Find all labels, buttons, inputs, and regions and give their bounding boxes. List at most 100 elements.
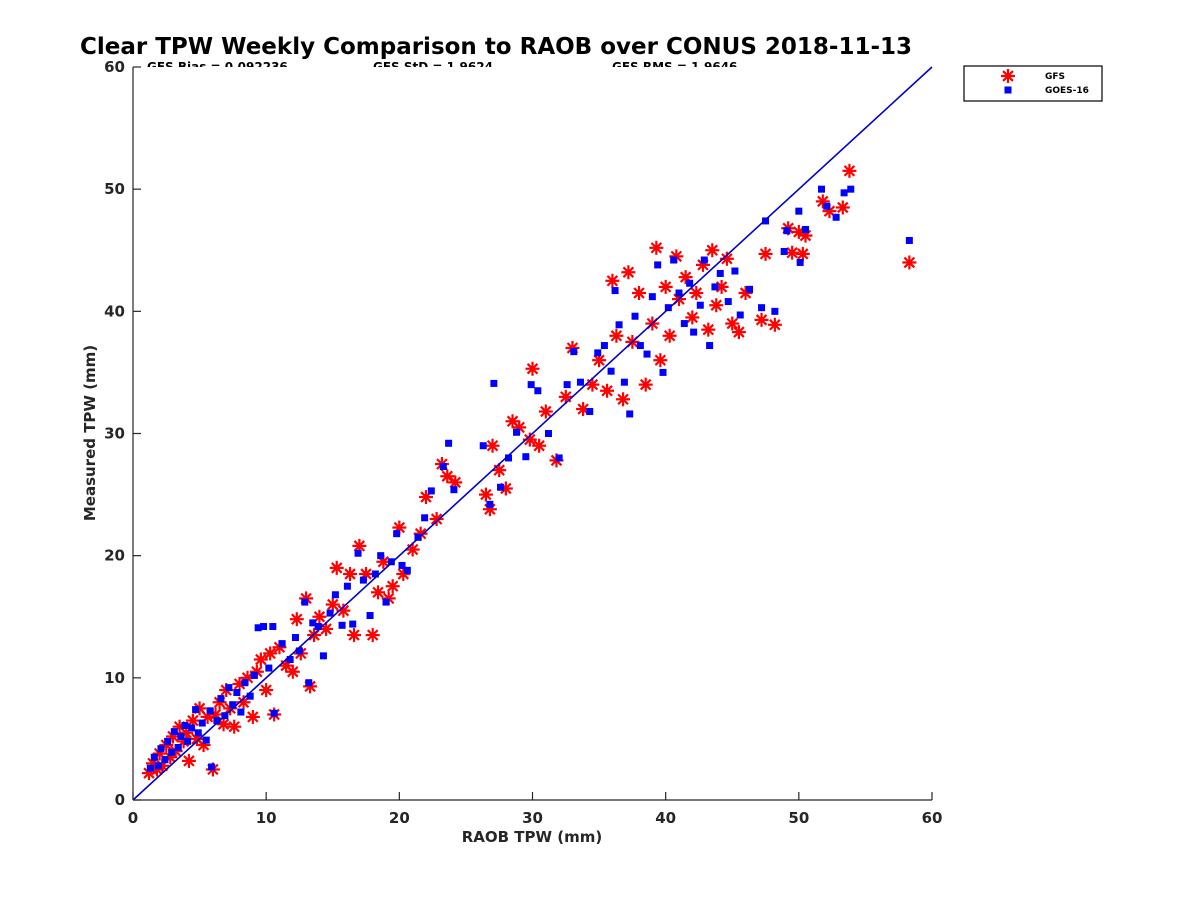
goes16-point <box>654 261 662 269</box>
y-tick-label: 10 <box>104 669 125 687</box>
series-goes-16 <box>146 185 913 772</box>
goes16-point <box>237 708 245 716</box>
goes16-point <box>278 640 286 648</box>
x-tick-label: 40 <box>655 809 676 827</box>
goes16-point <box>675 289 683 297</box>
goes16-point <box>690 328 698 336</box>
goes16-point <box>534 387 542 395</box>
goes16-point <box>168 748 176 756</box>
goes16-point <box>847 185 855 193</box>
goes16-point <box>377 552 385 560</box>
goes16-point <box>513 428 521 436</box>
goes16-point <box>643 350 651 358</box>
x-axis-ticks: 0 10 20 30 40 50 60 <box>128 792 942 827</box>
goes16-point <box>439 462 447 470</box>
goes16-point <box>354 549 362 557</box>
goes16-point <box>314 623 322 631</box>
gfs-point <box>701 322 716 337</box>
gfs-point <box>767 317 782 332</box>
x-tick-label: 30 <box>522 809 543 827</box>
gfs-point <box>638 377 653 392</box>
goes16-point <box>716 269 724 277</box>
goes16-point <box>505 454 513 462</box>
goes16-point <box>626 410 634 418</box>
goes16-point <box>208 763 216 771</box>
goes16-point <box>576 378 584 386</box>
goes16-point <box>398 561 406 569</box>
goes16-point <box>823 202 831 210</box>
goes16-point <box>254 624 262 632</box>
goes16-point <box>170 728 178 736</box>
y-axis-ticks: 0 10 20 30 40 50 60 <box>104 58 141 809</box>
goes16-point <box>192 706 200 714</box>
goes16-point <box>233 688 241 696</box>
goes16-point <box>706 342 714 350</box>
gfs-point <box>685 310 700 325</box>
gfs-point <box>396 566 411 581</box>
goes16-point <box>326 609 334 617</box>
gfs-point <box>658 279 673 294</box>
goes16-point <box>796 258 804 266</box>
goes16-point <box>544 430 552 437</box>
goes16-point <box>250 671 258 679</box>
goes16-point <box>615 321 623 329</box>
gfs-point <box>429 512 444 527</box>
gfs-point <box>478 487 493 502</box>
goes16-point <box>331 591 339 599</box>
goes16-point <box>421 514 429 522</box>
goes16-point <box>780 247 788 255</box>
goes16-point <box>636 342 644 350</box>
goes16-point <box>783 227 791 235</box>
y-tick-label: 60 <box>104 58 125 76</box>
gfs-point <box>842 163 857 178</box>
gfs-point <box>343 566 358 581</box>
goes16-point <box>198 719 206 727</box>
y-tick-label: 40 <box>104 302 125 320</box>
y-tick-label: 20 <box>104 547 125 565</box>
gfs-point <box>259 683 274 698</box>
goes16-point <box>213 717 221 725</box>
goes16-point <box>736 311 744 319</box>
goes16-point <box>686 279 694 287</box>
gfs-point <box>621 265 636 280</box>
goes16-point <box>295 647 303 655</box>
gfs-point <box>609 328 624 343</box>
goes16-point <box>202 736 210 744</box>
reference-line <box>132 66 933 801</box>
goes16-point <box>387 558 395 566</box>
gfs-point <box>649 240 664 255</box>
goes16-point <box>594 349 602 357</box>
goes16-point <box>631 312 639 320</box>
goes16-point <box>563 381 571 389</box>
gfs-point <box>632 286 647 301</box>
gfs-point <box>835 200 850 215</box>
goes16-point <box>366 612 374 620</box>
goes16-point <box>600 342 608 350</box>
gfs-point <box>731 325 746 340</box>
goes16-point <box>206 707 214 715</box>
gfs-point <box>492 463 507 478</box>
gfs-point <box>662 328 677 343</box>
goes16-point <box>246 692 254 700</box>
gfs-point <box>181 753 196 768</box>
goes16-point <box>832 213 840 221</box>
x-axis-label: RAOB TPW (mm) <box>462 828 603 846</box>
gfs-point <box>532 438 547 453</box>
goes16-point <box>154 762 162 770</box>
y-tick-label: 50 <box>104 180 125 198</box>
goes16-point <box>301 598 309 606</box>
gfs-point <box>758 246 773 261</box>
gfs-point <box>525 361 540 376</box>
gfs-point <box>653 353 668 368</box>
goes16-point <box>731 267 739 275</box>
x-tick-label: 0 <box>128 809 138 827</box>
goes16-point <box>371 570 379 578</box>
goes16-point <box>570 348 578 356</box>
goes16-point <box>527 381 535 389</box>
goes16-point <box>670 256 678 264</box>
goes16-point <box>338 621 346 629</box>
goes16-point <box>445 439 453 447</box>
gfs-point <box>285 664 300 679</box>
goes16-point <box>194 729 202 737</box>
goes16-point <box>724 298 732 306</box>
